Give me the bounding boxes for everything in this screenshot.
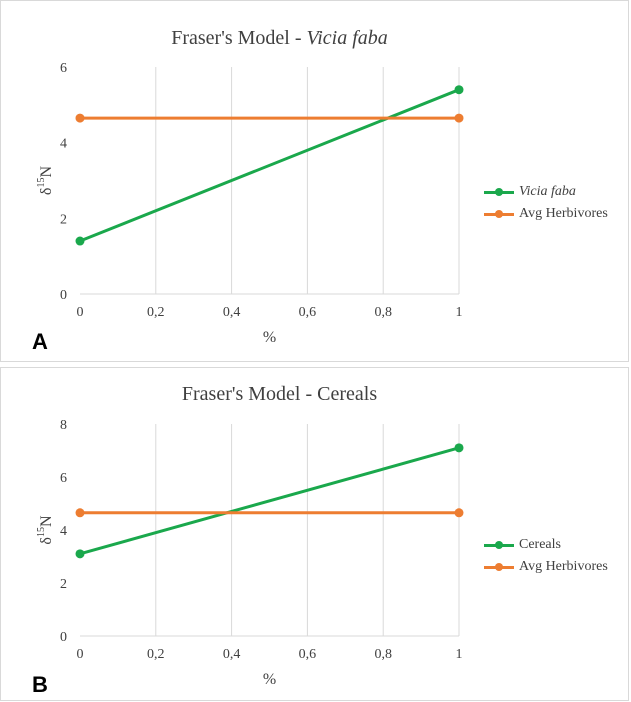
chart-title: Fraser's Model - Cereals bbox=[182, 383, 377, 405]
x-tick-label: 0,8 bbox=[374, 647, 392, 662]
legend-label: Avg Herbivores bbox=[519, 559, 608, 574]
y-tick-label: 0 bbox=[60, 630, 67, 645]
data-point-0 bbox=[454, 443, 464, 453]
legend-item-vicia-faba: Vicia faba bbox=[484, 181, 608, 203]
x-tick-label: 0,6 bbox=[299, 305, 317, 320]
data-point-0 bbox=[454, 85, 464, 95]
legend-swatch-green bbox=[484, 187, 514, 197]
y-tick-label: 4 bbox=[60, 137, 67, 152]
y-axis-title-sup: 15 bbox=[36, 178, 47, 188]
legend-item-avg-herbivores: Avg Herbivores bbox=[484, 203, 608, 225]
x-tick-label: 0 bbox=[77, 647, 84, 662]
legend-label: Cereals bbox=[519, 537, 561, 552]
y-tick-label: 8 bbox=[60, 418, 67, 433]
data-point-1 bbox=[454, 113, 464, 123]
y-axis-title-base: δ bbox=[38, 188, 55, 196]
chart-title-italic: Vicia faba bbox=[306, 27, 387, 49]
y-axis-title-tail: N bbox=[38, 166, 55, 178]
y-axis-title: δ15N bbox=[36, 515, 55, 545]
legend-item-cereals: Cereals bbox=[484, 534, 608, 556]
legend-swatch-orange bbox=[484, 209, 514, 219]
data-point-0 bbox=[75, 549, 85, 559]
legend-a: Vicia faba Avg Herbivores bbox=[484, 181, 608, 225]
series-line-0 bbox=[78, 446, 461, 556]
y-tick-label: 2 bbox=[60, 212, 67, 227]
x-tick-label: 0,2 bbox=[147, 647, 165, 662]
legend-b: Cereals Avg Herbivores bbox=[484, 534, 608, 578]
y-axis-title-base: δ bbox=[38, 537, 55, 545]
legend-label: Avg Herbivores bbox=[519, 206, 608, 221]
x-tick-label: 0,2 bbox=[147, 305, 165, 320]
y-tick-label: 4 bbox=[60, 524, 67, 539]
data-point-1 bbox=[75, 113, 85, 123]
panel-label-b: B bbox=[32, 672, 48, 697]
chart-b-svg: Fraser's Model - Cereals 0 0,2 0,4 0,6 0,8 1 0 2… bbox=[36, 383, 464, 688]
chart-a-svg: Fraser's Model - Vicia faba 0 0,2 0,4 0,6 0,8… bbox=[36, 27, 464, 346]
legend-swatch-orange bbox=[484, 562, 514, 572]
y-axis-title-tail: N bbox=[38, 515, 55, 527]
x-tick-label: 0 bbox=[77, 305, 84, 320]
x-axis-title: % bbox=[263, 671, 276, 688]
y-tick-label: 2 bbox=[60, 577, 67, 592]
y-tick-label: 6 bbox=[60, 61, 67, 76]
legend-item-avg-herbivores: Avg Herbivores bbox=[484, 556, 608, 578]
x-tick-label: 1 bbox=[456, 647, 463, 662]
x-tick-label: 0,4 bbox=[223, 305, 241, 320]
chart-panel-b: Fraser's Model - Cereals 0 0,2 0,4 0,6 0,8 1 0 2… bbox=[0, 367, 629, 701]
panel-label-a: A bbox=[32, 329, 48, 354]
data-point-1 bbox=[75, 508, 85, 518]
x-tick-label: 0,6 bbox=[299, 647, 317, 662]
legend-label: Vicia faba bbox=[519, 184, 576, 199]
data-point-1 bbox=[454, 508, 464, 518]
y-tick-label: 6 bbox=[60, 471, 67, 486]
chart-title-main: Fraser's Model - bbox=[171, 27, 306, 49]
x-tick-label: 1 bbox=[456, 305, 463, 320]
x-tick-label: 0,8 bbox=[374, 305, 392, 320]
y-axis-title-sup: 15 bbox=[36, 527, 47, 537]
x-axis-title: % bbox=[263, 329, 276, 346]
x-tick-label: 0,4 bbox=[223, 647, 241, 662]
series-line-0 bbox=[78, 88, 461, 243]
chart-panel-a: Fraser's Model - Vicia faba 0 0,2 0,4 0,6 0,8… bbox=[0, 0, 629, 362]
chart-title: Fraser's Model - Vicia faba bbox=[171, 27, 388, 49]
y-tick-label: 0 bbox=[60, 288, 67, 303]
data-point-0 bbox=[75, 236, 85, 246]
legend-swatch-green bbox=[484, 540, 514, 550]
chart-title-main: Fraser's Model - Cereals bbox=[182, 383, 377, 405]
y-axis-title: δ15N bbox=[36, 166, 55, 196]
